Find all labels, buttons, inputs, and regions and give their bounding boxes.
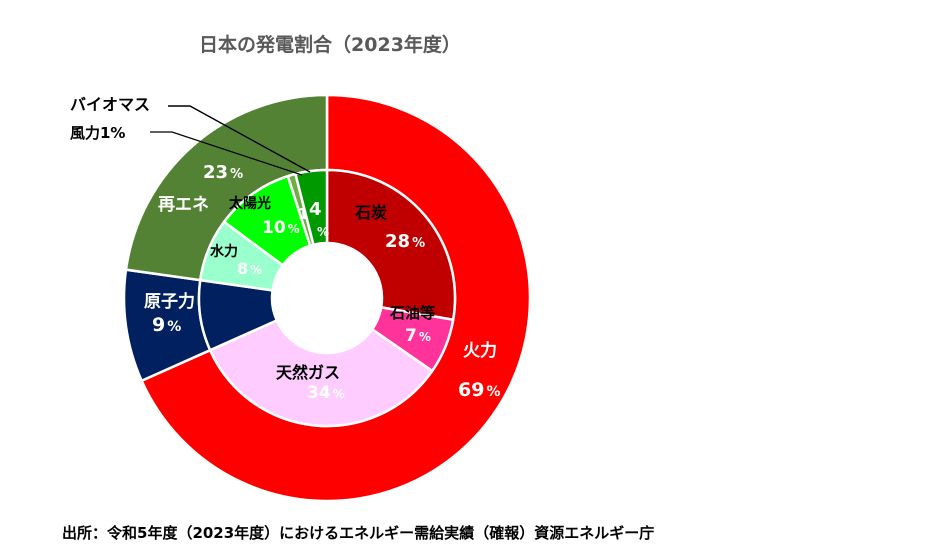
label-solar-name: 太陽光 — [229, 195, 271, 212]
label-renewable-value: 23% — [203, 162, 243, 183]
outer-ring — [122, 93, 532, 503]
leader-line-biomass — [168, 105, 311, 173]
label-biomass-name: バイオマス — [70, 95, 150, 114]
inner-slice-gas — [208, 318, 434, 428]
label-oil-value: 7% — [405, 326, 431, 346]
inner-ring — [197, 168, 457, 428]
label-gas-name: 天然ガス — [276, 363, 340, 382]
label-coal-name: 石炭 — [354, 203, 387, 222]
donut-hole — [272, 243, 382, 353]
chart-title: 日本の発電割合（2023年度） — [199, 34, 461, 56]
label-hydro-value: 8% — [237, 259, 262, 278]
label-thermal-value: 69% — [458, 379, 500, 401]
label-hydro-name: 水力 — [210, 243, 238, 260]
label-biomass-value: 4 — [309, 199, 322, 220]
label-nuclear-name: 原子力 — [144, 291, 195, 312]
label-oil-name: 石油等 — [389, 304, 435, 322]
label-nuclear-value: 9% — [152, 314, 181, 336]
label-coal-value: 28% — [385, 231, 425, 252]
leader-lines — [150, 105, 311, 176]
leader-line-wind — [150, 131, 303, 176]
label-solar-value: 10% — [262, 218, 300, 238]
label-wind-value: 1 — [298, 205, 308, 223]
label-gas-value: 34% — [307, 383, 345, 403]
label-renewable-name: 再エネ — [158, 195, 209, 215]
label-biomass-percent: % — [317, 225, 329, 239]
label-thermal-name: 火力 — [463, 340, 497, 361]
source-note: 出所：令和5年度（2023年度）におけるエネルギー需給実績（確報）資源エネルギー… — [62, 524, 655, 542]
label-wind-name: 風力1% — [70, 124, 125, 142]
